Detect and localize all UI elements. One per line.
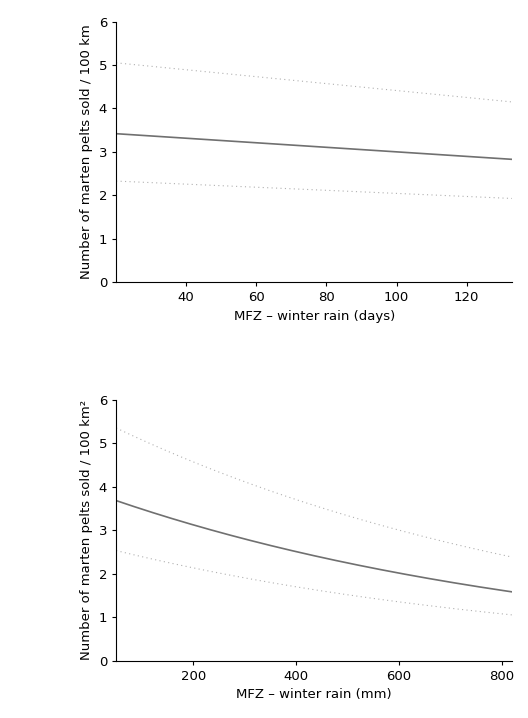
- Y-axis label: Number of marten pelts sold / 100 km: Number of marten pelts sold / 100 km: [80, 24, 93, 279]
- X-axis label: MFZ – winter rain (mm): MFZ – winter rain (mm): [237, 688, 392, 701]
- X-axis label: MFZ – winter rain (days): MFZ – winter rain (days): [233, 310, 395, 323]
- Y-axis label: Number of marten pelts sold / 100 km²: Number of marten pelts sold / 100 km²: [80, 400, 93, 661]
